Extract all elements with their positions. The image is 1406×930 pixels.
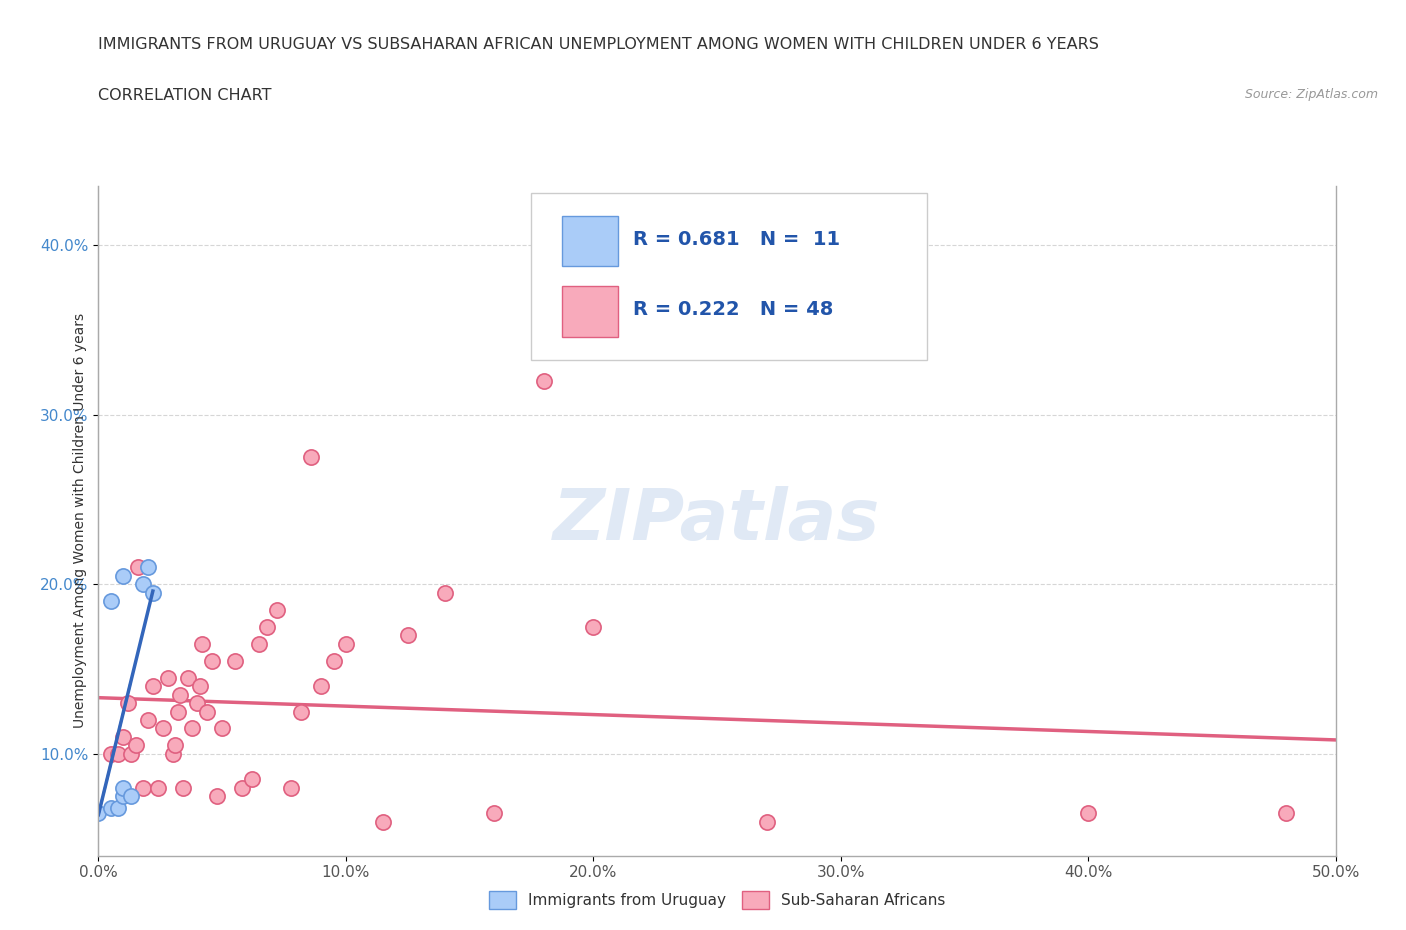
Point	[195, 704, 218, 719]
Point	[299, 450, 322, 465]
Point	[231, 780, 253, 795]
Point	[172, 780, 194, 795]
Point	[142, 679, 165, 694]
Point	[136, 712, 159, 727]
Point	[169, 687, 191, 702]
Point	[191, 636, 214, 651]
Legend: Immigrants from Uruguay, Sub-Saharan Africans: Immigrants from Uruguay, Sub-Saharan Afr…	[482, 885, 952, 915]
Point	[371, 815, 394, 830]
Point	[205, 789, 228, 804]
Point	[156, 671, 179, 685]
Point	[201, 653, 224, 668]
Point	[582, 619, 605, 634]
Text: R = 0.222   N = 48: R = 0.222 N = 48	[633, 300, 834, 319]
Point	[112, 789, 135, 804]
Point	[256, 619, 278, 634]
Point	[322, 653, 344, 668]
Text: CORRELATION CHART: CORRELATION CHART	[98, 88, 271, 103]
Point	[266, 603, 288, 618]
Point	[132, 577, 155, 591]
Point	[176, 671, 198, 685]
Bar	[562, 286, 619, 337]
Point	[188, 679, 211, 694]
Point	[100, 747, 122, 762]
Point	[112, 568, 135, 583]
Point	[112, 780, 135, 795]
Point	[396, 628, 419, 643]
Point	[280, 780, 302, 795]
Y-axis label: Unemployment Among Women with Children Under 6 years: Unemployment Among Women with Children U…	[73, 313, 87, 728]
Point	[124, 738, 146, 753]
Point	[240, 772, 263, 787]
Point	[146, 780, 169, 795]
Text: IMMIGRANTS FROM URUGUAY VS SUBSAHARAN AFRICAN UNEMPLOYMENT AMONG WOMEN WITH CHIL: IMMIGRANTS FROM URUGUAY VS SUBSAHARAN AF…	[98, 37, 1099, 52]
Point	[1275, 805, 1298, 820]
Point	[136, 560, 159, 575]
Point	[162, 747, 184, 762]
Point	[166, 704, 188, 719]
Point	[1077, 805, 1099, 820]
Point	[107, 801, 129, 816]
Point	[152, 721, 174, 736]
Point	[755, 815, 778, 830]
Point	[100, 801, 122, 816]
FancyBboxPatch shape	[531, 193, 928, 360]
Point	[533, 374, 555, 389]
Text: Source: ZipAtlas.com: Source: ZipAtlas.com	[1244, 88, 1378, 101]
Point	[112, 729, 135, 744]
Text: ZIPatlas: ZIPatlas	[554, 486, 880, 555]
Point	[335, 636, 357, 651]
Point	[120, 747, 142, 762]
Point	[484, 805, 506, 820]
Point	[132, 780, 155, 795]
Point	[224, 653, 246, 668]
Point	[107, 747, 129, 762]
Bar	[562, 216, 619, 266]
Point	[100, 594, 122, 609]
Point	[186, 696, 208, 711]
Point	[120, 789, 142, 804]
Point	[433, 585, 456, 600]
Point	[290, 704, 312, 719]
Point	[142, 585, 165, 600]
Point	[211, 721, 233, 736]
Point	[181, 721, 204, 736]
Text: R = 0.681   N =  11: R = 0.681 N = 11	[633, 230, 839, 249]
Point	[309, 679, 332, 694]
Point	[165, 738, 187, 753]
Point	[87, 805, 110, 820]
Point	[127, 560, 149, 575]
Point	[247, 636, 270, 651]
Point	[117, 696, 139, 711]
